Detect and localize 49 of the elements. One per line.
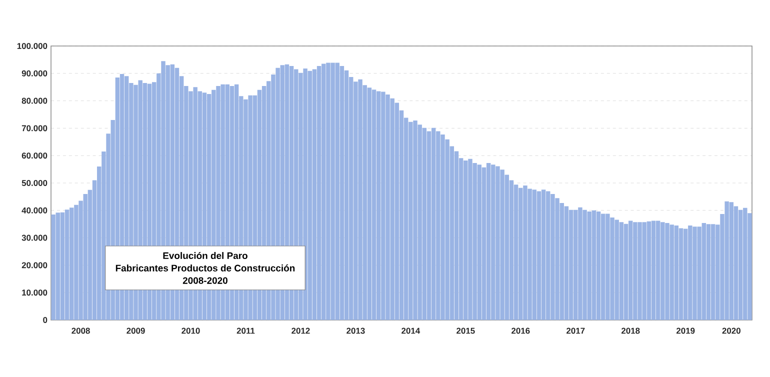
bar	[651, 220, 656, 320]
y-tick-label: 70.000	[22, 125, 48, 132]
bar	[678, 228, 684, 320]
bar	[340, 66, 344, 320]
x-tick-label: 2018	[621, 328, 640, 334]
bar	[64, 210, 70, 320]
bar	[482, 167, 486, 320]
y-tick-label: 40.000	[22, 207, 48, 214]
y-tick-label: 90.000	[22, 70, 48, 76]
bar	[312, 69, 317, 320]
x-tick-label: 2008	[72, 328, 90, 334]
bar	[738, 210, 743, 320]
bar	[514, 184, 518, 320]
y-tick-label: 10.000	[22, 290, 48, 296]
x-tick-label: 2017	[566, 328, 585, 334]
x-tick-label: 2020	[722, 328, 740, 334]
annotation: 2008-2020	[182, 277, 228, 284]
y-tick-label: 0	[43, 317, 48, 323]
y-tick-label: 80.000	[22, 98, 48, 104]
bar	[706, 224, 711, 320]
y-tick-label: 60.000	[22, 152, 48, 159]
bar	[564, 206, 569, 320]
x-tick-label: 2016	[512, 328, 530, 334]
bar	[624, 224, 628, 320]
x-tick-label: 2019	[676, 328, 695, 334]
x-tick-label: 2015	[456, 328, 475, 334]
x-tick-label: 2012	[292, 328, 310, 334]
x-tick-label: 2013	[346, 328, 365, 334]
x-tick-label: 2011	[236, 328, 255, 334]
bar	[60, 212, 65, 320]
x-tick-label: 2010	[182, 328, 200, 334]
y-tick-label: 100.000	[17, 43, 48, 49]
bar	[734, 206, 738, 320]
bar	[596, 211, 601, 320]
y-tick-label: 30.000	[22, 234, 48, 241]
y-tick-label: 50.000	[22, 180, 48, 186]
bar	[568, 210, 574, 320]
bar	[536, 191, 542, 320]
bar	[426, 131, 432, 320]
text: Evolución del Paro	[163, 252, 248, 260]
x-tick-label: 2014	[402, 328, 420, 334]
text: Fabricantes Productos de Construcción	[116, 264, 295, 272]
bar	[316, 66, 322, 320]
bar	[541, 190, 546, 320]
x-tick-label: 2009	[126, 328, 145, 334]
bar	[372, 90, 376, 320]
bar	[592, 210, 596, 320]
bar	[344, 70, 349, 320]
y-tick-label: 20.000	[22, 262, 48, 268]
